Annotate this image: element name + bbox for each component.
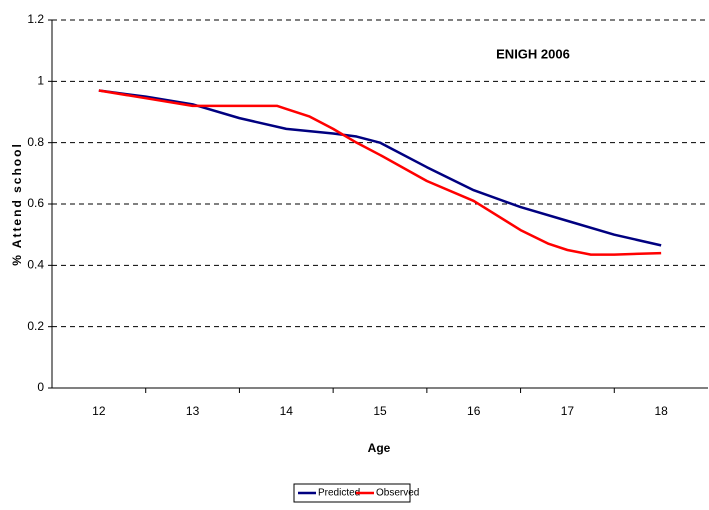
y-tick-label: 0.8 (27, 135, 44, 149)
legend-label: Observed (376, 488, 419, 499)
x-tick-label: 15 (373, 404, 387, 418)
x-tick-label: 17 (561, 404, 575, 418)
x-tick-label: 16 (467, 404, 481, 418)
legend-box (293, 483, 411, 503)
x-tick-label: 12 (92, 404, 106, 418)
y-tick-label: 1.2 (27, 12, 44, 26)
legend-label: Predicted (318, 488, 360, 499)
x-axis-label: Age (368, 441, 391, 455)
x-tick-label: 13 (186, 404, 200, 418)
annotation: ENIGH 2006 (496, 46, 570, 61)
series-line (98, 89, 662, 256)
series-line (98, 89, 662, 247)
x-tick-label: 14 (280, 404, 294, 418)
y-tick-label: 1 (37, 74, 44, 88)
y-tick-label: 0 (37, 380, 44, 394)
y-tick-label: 0.2 (27, 319, 44, 333)
y-tick-label: 0.4 (27, 258, 44, 272)
y-axis-label: % Attend school (10, 142, 24, 266)
y-tick-label: 0.6 (27, 196, 44, 210)
x-tick-label: 18 (654, 404, 668, 418)
